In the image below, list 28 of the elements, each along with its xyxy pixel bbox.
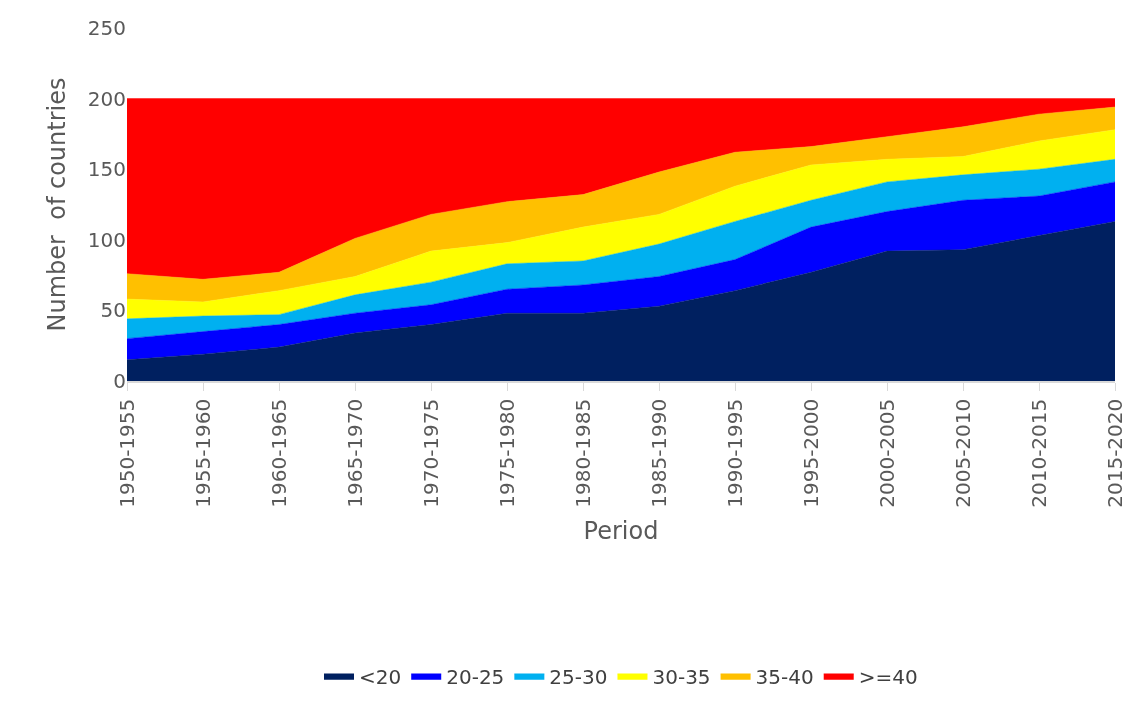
x-tick-label: 1980-1985 — [570, 398, 595, 508]
y-tick-label: 200 — [87, 86, 126, 111]
x-tick-label: 2005-2010 — [950, 398, 975, 508]
x-tick-label: 2010-2015 — [1026, 398, 1051, 508]
legend-label: >=40 — [858, 664, 918, 689]
x-tick-label: 1975-1980 — [494, 398, 519, 508]
x-tick-label: 2015-2020 — [1102, 398, 1127, 508]
legend-label: <20 — [359, 664, 402, 689]
legend-label: 30-35 — [652, 664, 711, 689]
legend-label: 25-30 — [549, 664, 608, 689]
x-tick-label: 1955-1960 — [190, 398, 215, 508]
x-tick-label: 1970-1975 — [418, 398, 443, 508]
y-tick-label: 50 — [100, 298, 126, 323]
x-tick-label: 1990-1995 — [722, 398, 747, 508]
x-tick-label: 1995-2000 — [798, 398, 823, 508]
y-tick-label: 250 — [87, 16, 126, 40]
y-tick-label: 0 — [113, 369, 126, 393]
y-axis-title: Number of countries — [42, 77, 71, 332]
x-tick-label: 1985-1990 — [646, 398, 671, 508]
y-tick-label: 150 — [87, 157, 126, 182]
x-tick-label: 1965-1970 — [342, 398, 367, 508]
x-axis-title: Period — [583, 516, 659, 545]
legend-label: 20-25 — [446, 664, 505, 689]
y-tick-label: 100 — [87, 227, 126, 252]
x-tick-label: 1950-1955 — [114, 398, 139, 508]
legend-label: 35-40 — [755, 664, 814, 689]
x-tick-label: 2000-2005 — [874, 398, 899, 508]
x-tick-label: 1960-1965 — [266, 398, 291, 508]
